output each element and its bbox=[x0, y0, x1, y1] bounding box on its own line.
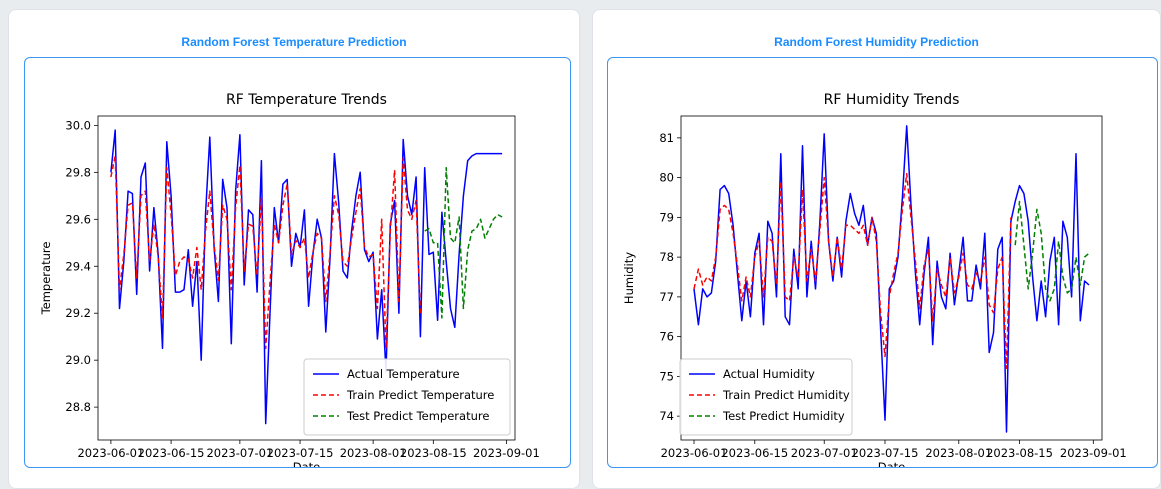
x-tick-label: 2023-08-01 bbox=[925, 446, 992, 460]
y-tick-label: 79 bbox=[659, 210, 674, 224]
x-tick-label: 2023-07-15 bbox=[267, 446, 334, 460]
card-heading: Random Forest Humidity Prediction bbox=[774, 35, 979, 49]
y-tick-label: 28.8 bbox=[65, 400, 91, 414]
legend-label: Actual Temperature bbox=[347, 367, 460, 381]
legend-label: Test Predict Temperature bbox=[346, 409, 489, 423]
series-line-test-predict bbox=[1014, 200, 1090, 302]
temperature-chart: RF Temperature Trends 28.8 29.0 29.2 29.4 29.… bbox=[39, 92, 540, 468]
y-tick-label: 81 bbox=[659, 131, 674, 145]
legend-label: Actual Humidity bbox=[723, 367, 815, 381]
temperature-card: Random Forest Temperature Prediction RF … bbox=[8, 9, 580, 489]
y-tick-label: 29.4 bbox=[65, 259, 91, 273]
legend: Actual Temperature Train Predict Temperat… bbox=[303, 358, 511, 436]
y-axis-label: Humidity bbox=[622, 252, 636, 304]
x-tick-label: 2023-07-01 bbox=[206, 446, 273, 460]
x-tick-label: 2023-08-01 bbox=[340, 446, 407, 460]
y-tick-label: 29.0 bbox=[65, 353, 91, 367]
x-tick-label: 2023-06-15 bbox=[721, 446, 788, 460]
y-axis-label: Temperature bbox=[39, 242, 53, 316]
legend-label: Train Predict Temperature bbox=[346, 388, 494, 402]
y-tick-label: 78 bbox=[659, 250, 674, 264]
x-tick-label: 2023-06-01 bbox=[77, 446, 144, 460]
chart-panel: RF Temperature Trends 28.8 29.0 29.2 29.4 29.… bbox=[24, 57, 571, 468]
plot-frame bbox=[97, 115, 516, 441]
legend-label: Train Predict Humidity bbox=[722, 388, 850, 402]
y-tick-label: 29.6 bbox=[65, 212, 91, 226]
x-tick-label: 2023-09-01 bbox=[473, 446, 540, 460]
x-tick-label: 2023-07-15 bbox=[852, 446, 919, 460]
chart-title: RF Temperature Trends bbox=[226, 92, 387, 108]
legend-label: Test Predict Humidity bbox=[722, 409, 845, 423]
chart-panel: RF Humidity Trends 74 75 76 77 78 79 80 81 2023-0… bbox=[607, 57, 1158, 468]
y-tick-label: 76 bbox=[659, 330, 674, 344]
y-tick-label: 30.0 bbox=[65, 118, 91, 132]
x-tick-label: 2023-08-15 bbox=[400, 446, 467, 460]
humidity-chart: RF Humidity Trends 74 75 76 77 78 79 80 81 2023-0… bbox=[622, 92, 1127, 468]
card-heading: Random Forest Temperature Prediction bbox=[181, 35, 407, 49]
x-axis-label: Date bbox=[878, 460, 906, 468]
x-tick-label: 2023-06-15 bbox=[138, 446, 205, 460]
humidity-card: Random Forest Humidity Prediction RF Hum… bbox=[592, 9, 1161, 489]
y-tick-label: 74 bbox=[659, 409, 674, 423]
x-axis-label: Date bbox=[293, 460, 321, 468]
series-line-train-predict bbox=[693, 172, 1012, 370]
y-tick-label: 75 bbox=[659, 369, 674, 383]
y-tick-label: 80 bbox=[659, 171, 674, 185]
series-line-test-predict bbox=[424, 166, 503, 319]
x-tick-label: 2023-09-01 bbox=[1060, 446, 1127, 460]
series-line-train-predict bbox=[110, 155, 422, 350]
plot-frame bbox=[680, 115, 1103, 441]
x-tick-label: 2023-06-01 bbox=[661, 446, 728, 460]
y-tick-label: 29.8 bbox=[65, 165, 91, 179]
chart-title: RF Humidity Trends bbox=[824, 92, 960, 108]
legend: Actual Humidity Train Predict Humidity Tes… bbox=[679, 358, 853, 436]
y-tick-label: 29.2 bbox=[65, 306, 91, 320]
y-tick-label: 77 bbox=[659, 290, 674, 304]
x-tick-label: 2023-07-01 bbox=[791, 446, 858, 460]
x-tick-label: 2023-08-15 bbox=[986, 446, 1053, 460]
